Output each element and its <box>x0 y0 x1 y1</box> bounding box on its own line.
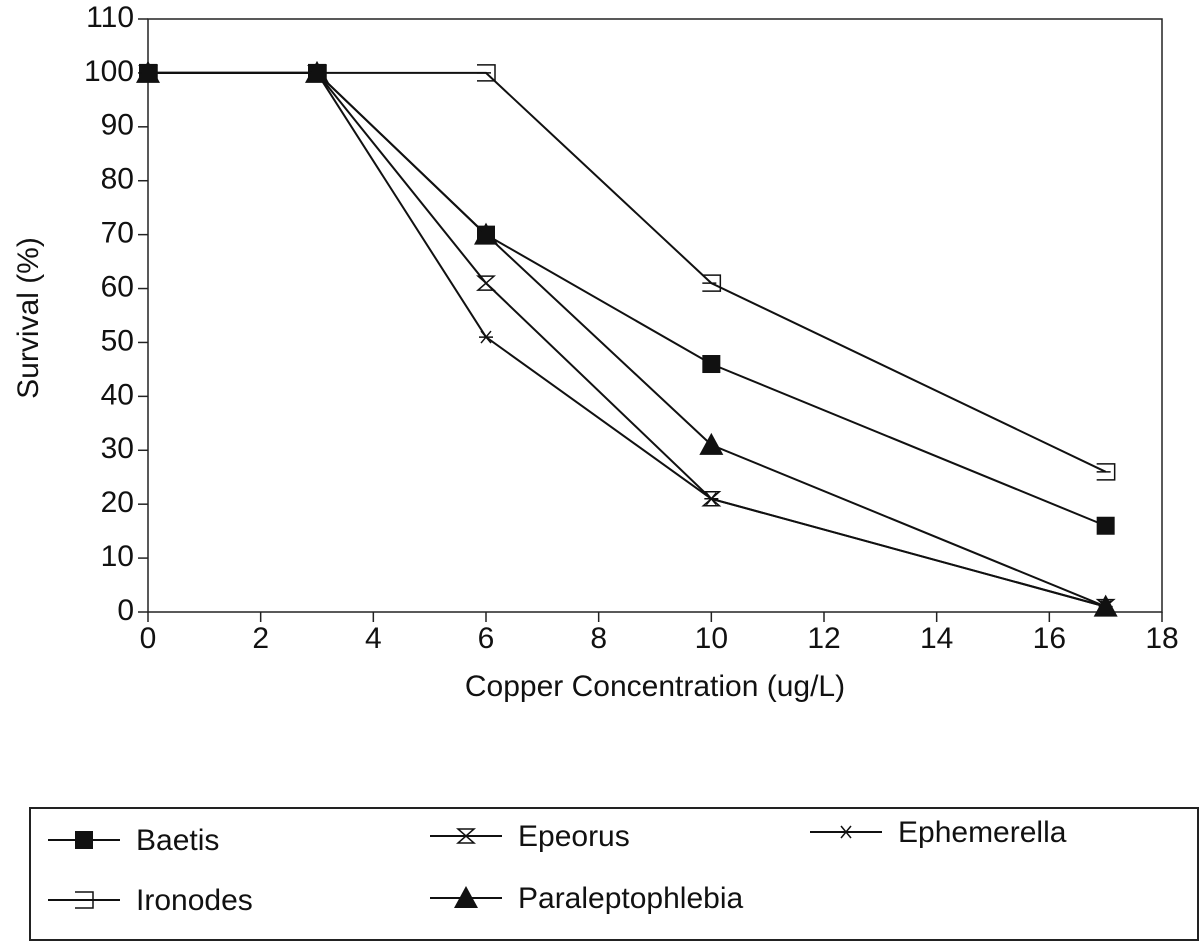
x-tick-label: 6 <box>478 622 495 655</box>
data-point <box>305 60 329 83</box>
legend-marker <box>75 831 93 849</box>
legend-marker <box>456 828 476 844</box>
series-line <box>148 71 1107 527</box>
series-line <box>148 71 1106 608</box>
data-point <box>704 492 719 506</box>
x-tick-label: 8 <box>590 622 607 655</box>
x-axis-label: Copper Concentration (ug/L) <box>465 670 845 703</box>
plot-frame <box>147 18 1163 613</box>
y-tick-label: 30 <box>101 432 134 465</box>
y-tick-label: 0 <box>117 594 134 627</box>
data-point <box>477 64 496 82</box>
y-tick-label: 20 <box>101 486 134 519</box>
y-tick-label: 100 <box>84 55 134 88</box>
y-tick-label: 40 <box>101 378 134 411</box>
data-point <box>1096 516 1115 535</box>
series-line <box>148 71 1107 473</box>
y-tick-label: 50 <box>101 324 134 357</box>
y-axis-label: Survival (%) <box>12 237 45 399</box>
legend-label: Epeorus <box>518 820 630 853</box>
data-point <box>1096 463 1116 481</box>
legend-marker <box>75 891 94 909</box>
y-tick-label: 70 <box>101 217 134 250</box>
data-point <box>476 275 496 291</box>
legend-marker <box>839 825 853 839</box>
data-point <box>479 330 493 344</box>
x-tick-label: 4 <box>365 622 382 655</box>
series-line <box>148 71 1106 608</box>
legend-label: Baetis <box>136 824 219 857</box>
x-tick-label: 14 <box>920 622 953 655</box>
legend-label: Ephemerella <box>898 816 1067 849</box>
y-tick-label: 80 <box>101 163 134 196</box>
data-point <box>702 274 722 292</box>
legend-marker <box>454 886 478 908</box>
x-tick-label: 16 <box>1033 622 1066 655</box>
x-tick-label: 0 <box>140 622 157 655</box>
data-point <box>1093 594 1118 617</box>
data-point <box>474 222 498 245</box>
x-tick-label: 2 <box>252 622 269 655</box>
legend-box <box>29 807 1199 941</box>
x-tick-label: 12 <box>807 622 840 655</box>
series-line <box>148 71 1107 608</box>
x-tick-label: 18 <box>1145 622 1178 655</box>
data-point <box>702 355 721 374</box>
x-tick-label: 10 <box>695 622 728 655</box>
data-point <box>699 432 724 455</box>
y-tick-label: 10 <box>101 540 134 573</box>
data-point <box>136 60 160 83</box>
y-tick-label: 110 <box>86 1 134 34</box>
y-tick-label: 60 <box>101 270 134 303</box>
legend-label: Ironodes <box>136 884 253 917</box>
legend-label: Paraleptophlebia <box>518 882 743 915</box>
y-tick-label: 90 <box>101 109 134 142</box>
